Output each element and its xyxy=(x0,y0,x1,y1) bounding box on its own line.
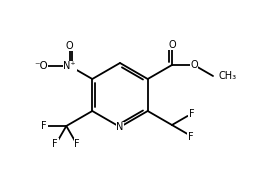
Text: F: F xyxy=(75,139,80,149)
Text: F: F xyxy=(42,121,47,131)
Text: N⁺: N⁺ xyxy=(63,61,76,71)
Text: O: O xyxy=(190,60,198,70)
Text: F: F xyxy=(189,109,194,119)
Text: ⁻O: ⁻O xyxy=(34,61,48,71)
Text: O: O xyxy=(168,40,176,50)
Text: F: F xyxy=(188,132,193,142)
Text: F: F xyxy=(52,139,58,149)
Text: CH₃: CH₃ xyxy=(218,71,236,81)
Text: O: O xyxy=(66,41,74,51)
Text: N: N xyxy=(116,122,124,132)
